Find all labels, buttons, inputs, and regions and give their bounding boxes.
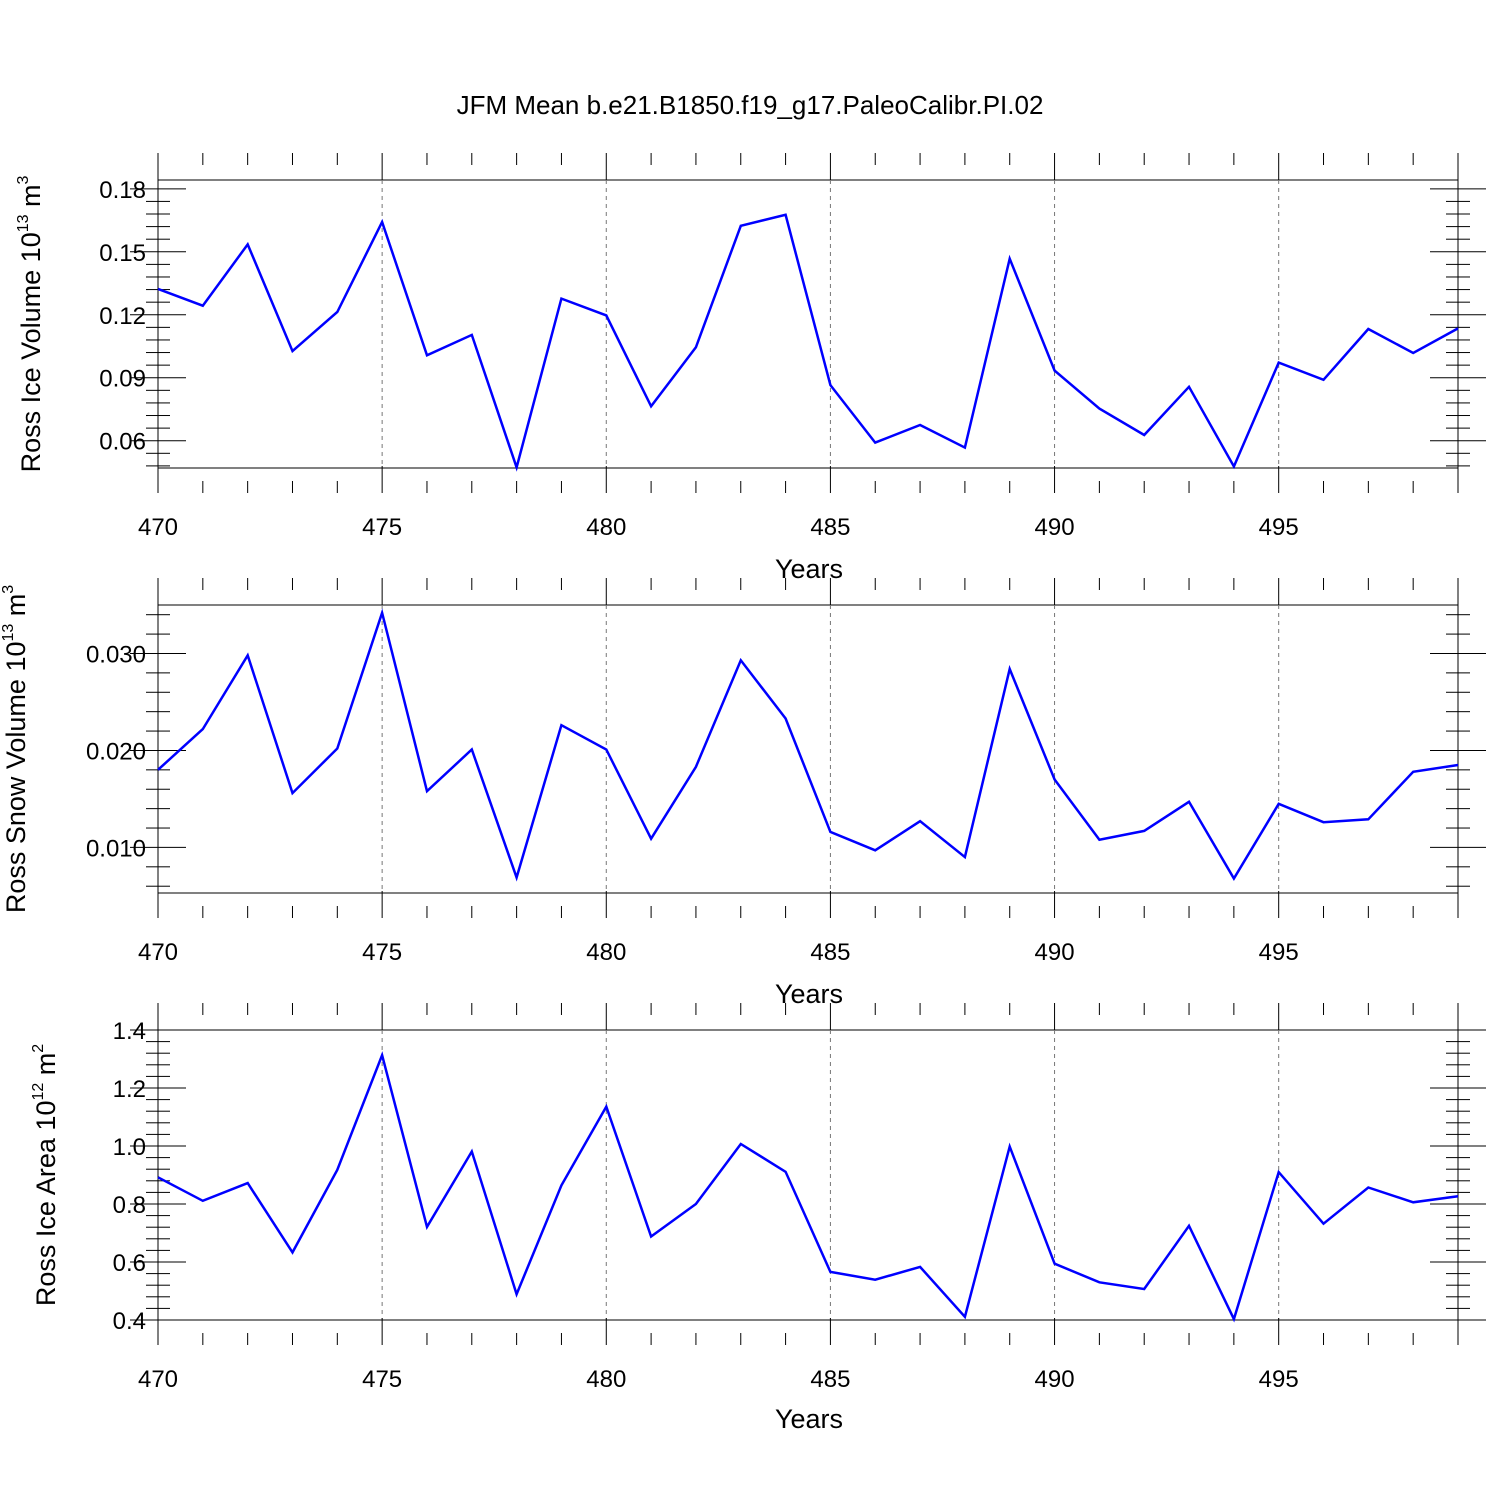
figure-title: JFM Mean b.e21.B1850.f19_g17.PaleoCalibr… [457,90,1044,120]
x-axis-label: Years [775,1404,843,1434]
y-axis-label: Ross Snow Volume 1013 m3 [0,585,31,913]
y-axis-label-text: Ross Snow Volume 10 [1,642,31,914]
panel-ross-snow-volume: 470 475 480 485 490 495 0.010 0.020 0.030 Years Ro… [0,578,1486,1009]
panel-ross-ice-area: 470 475 480 485 490 495 0.4 0.6 0.8 1.0 1.2 1.4 Year… [30,1003,1486,1434]
y-axis-label-unit-exponent: 3 [0,585,17,594]
plot-frame [157,1029,1459,1321]
x-tick-label: 480 [586,514,626,541]
x-tick-label: 490 [1035,939,1075,966]
y-axis-label-text: Ross Ice Volume 10 [16,232,46,472]
y-tick-label: 0.8 [113,1192,146,1219]
y-axis-label-exponent: 13 [0,624,17,642]
x-tick-label: 470 [138,939,178,966]
y-tick-label: 0.4 [113,1308,146,1335]
y-axis-label-unit-exponent: 2 [30,1044,47,1053]
y-axis-label-exponent: 12 [30,1083,47,1101]
series-line [157,213,1459,472]
x-tick-label: 490 [1035,514,1075,541]
x-tick-label: 470 [138,1366,178,1393]
y-tick-label: 1.2 [113,1076,146,1103]
y-tick-label: 0.030 [86,641,146,668]
x-tick-label: 475 [362,939,402,966]
y-tick-label: 0.010 [86,835,146,862]
x-tick-label: 490 [1035,1366,1075,1393]
plot-frame [157,604,1459,894]
y-axis-label-text: Ross Ice Area 10 [31,1101,61,1307]
y-axis-label-unit: m [31,1053,61,1083]
x-tick-label: 495 [1259,939,1299,966]
x-tick-label: 480 [586,1366,626,1393]
y-tick-label: 0.09 [99,366,146,393]
y-axis-label-unit-exponent: 3 [15,175,32,184]
y-axis-label: Ross Ice Area 1012 m2 [30,1044,61,1306]
x-tick-label: 475 [362,514,402,541]
plot-frame [157,179,1459,469]
y-axis-label-exponent: 13 [15,214,32,232]
x-tick-label: 495 [1259,514,1299,541]
y-tick-label: 0.06 [99,429,146,456]
y-axis-label-unit: m [16,184,46,214]
panel-ross-ice-volume: 470 475 480 485 490 495 0.06 0.09 0.12 0.15 0.18 Ye… [15,153,1486,584]
y-axis-label-unit: m [1,594,31,624]
y-tick-label: 1.4 [113,1018,146,1045]
x-tick-label: 485 [810,514,850,541]
y-tick-label: 0.6 [113,1250,146,1277]
x-tick-label: 470 [138,514,178,541]
y-tick-label: 0.15 [99,240,146,267]
series-line [157,1051,1459,1323]
y-tick-label: 0.12 [99,303,146,330]
y-tick-label: 0.18 [99,177,146,204]
x-tick-label: 475 [362,1366,402,1393]
x-axis-label: Years [775,554,843,584]
x-tick-label: 495 [1259,1366,1299,1393]
x-tick-label: 485 [810,1366,850,1393]
y-tick-label: 1.0 [113,1134,146,1161]
y-axis-label: Ross Ice Volume 1013 m3 [15,175,46,472]
y-tick-label: 0.020 [86,738,146,765]
series-line [157,608,1459,882]
x-tick-label: 480 [586,939,626,966]
x-axis-label: Years [775,979,843,1009]
x-tick-label: 485 [810,939,850,966]
